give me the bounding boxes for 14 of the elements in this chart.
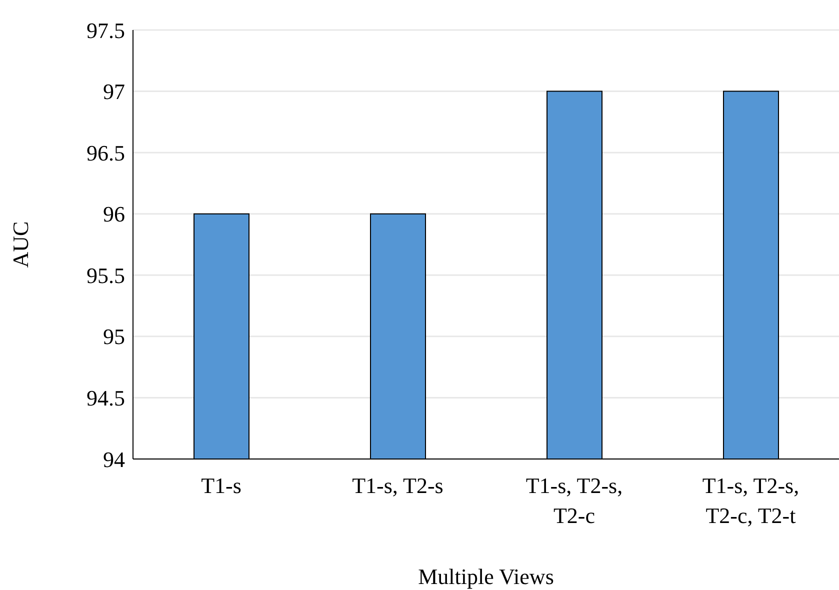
x-tick-label: T1-s: [201, 473, 242, 498]
y-axis-title: AUC: [8, 221, 33, 268]
y-tick-label: 95.5: [86, 262, 125, 288]
x-tick-label: T1-s, T2-s, T2-c, T2-t: [702, 473, 800, 528]
y-tick-label: 94.5: [86, 386, 125, 411]
y-tick-label: 95: [103, 324, 125, 350]
x-tick-label: T1-s, T2-s: [352, 473, 444, 498]
x-axis-title: Multiple Views: [418, 564, 554, 589]
y-tick-label: 94: [103, 446, 125, 472]
y-tick-label: 97.5: [86, 18, 125, 43]
x-tick-label: T1-s, T2-s, T2-c: [526, 473, 623, 528]
y-tick-label: 97: [103, 79, 125, 104]
y-tick-label: 96: [103, 202, 125, 227]
y-tick-label: 96.5: [86, 140, 125, 166]
